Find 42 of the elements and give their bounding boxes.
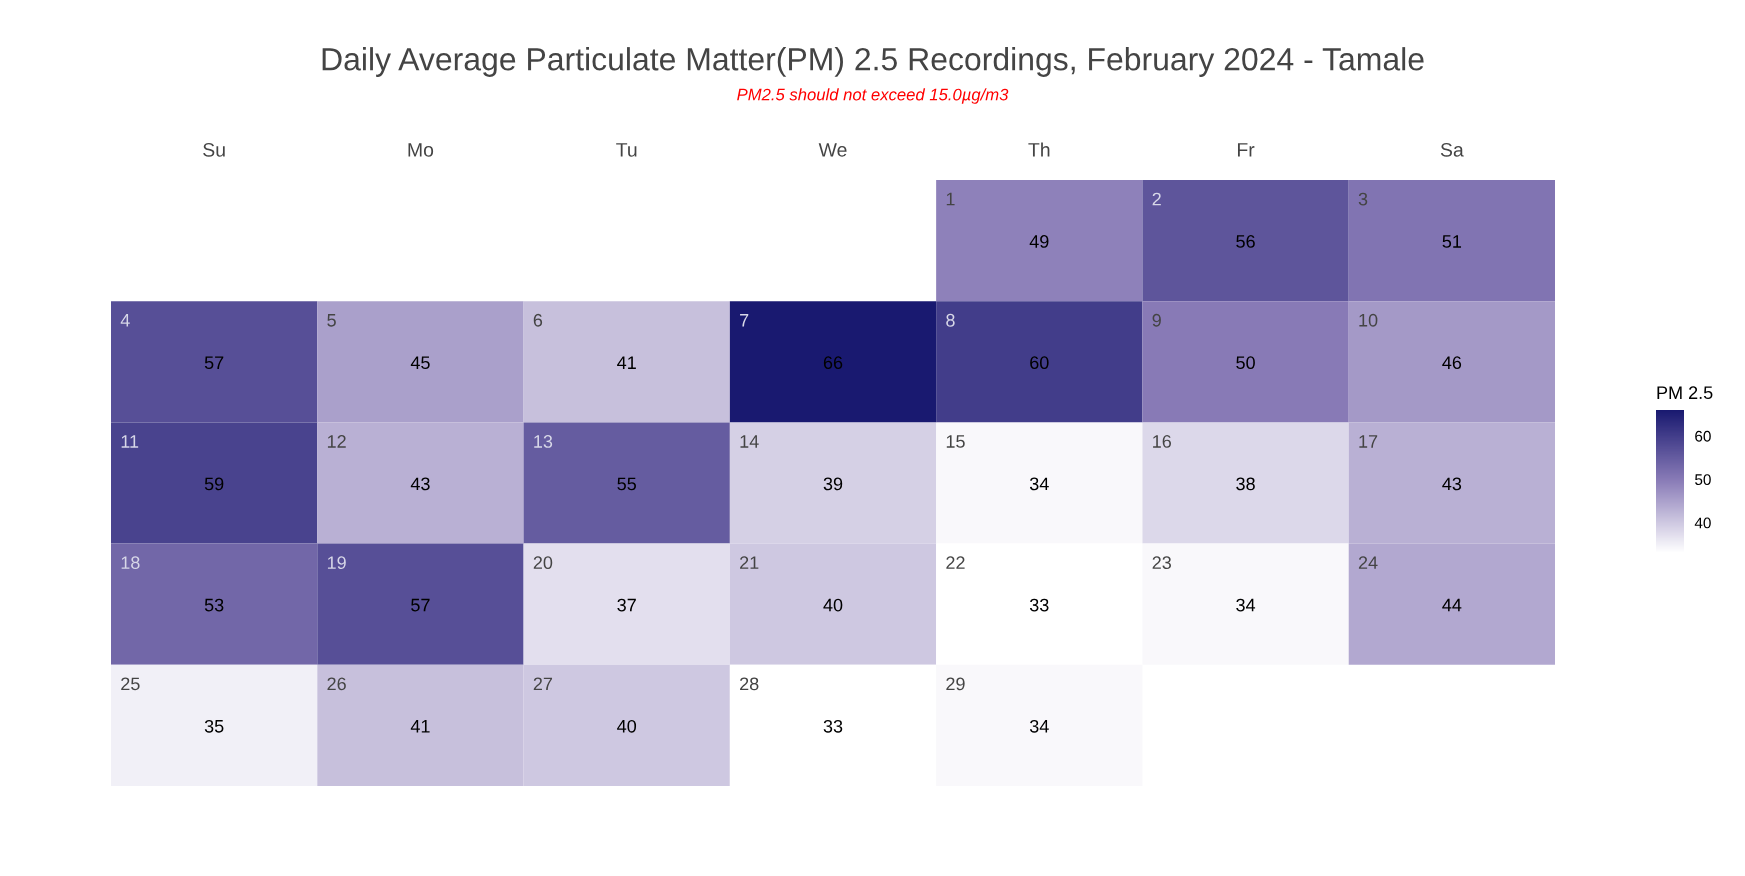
text: 12 43: [327, 435, 430, 491]
text: 27 40: [533, 677, 637, 733]
text: 14 39: [740, 435, 843, 491]
text: 15 34: [946, 435, 1049, 491]
color-bar-label: 60: [1695, 430, 1711, 442]
x-tick-label: Sa: [1440, 142, 1464, 157]
text: 3 51: [1358, 192, 1462, 248]
text: 16 38: [1153, 435, 1255, 491]
text: 1 49: [946, 192, 1049, 248]
color-bar-label: 40: [1694, 517, 1711, 529]
text: 20 37: [533, 556, 636, 612]
text: 10 46: [1359, 313, 1462, 370]
x-tick-label: Su: [203, 142, 225, 157]
text: 23 34: [1152, 556, 1256, 612]
text: 13 55: [534, 435, 636, 491]
text: 2 56: [1152, 192, 1255, 248]
x-tick-label: Tu: [616, 143, 637, 157]
text: 22 33: [946, 556, 1049, 612]
x-tick-label: Mo: [408, 143, 434, 157]
text: 19 57: [327, 556, 430, 612]
text: 28 33: [740, 677, 843, 733]
chart-title: Daily Average Particulate Matter(PM) 2.5 Recordings, February 2024 - Tamale: [322, 47, 1424, 77]
color-bar-title: PM 2.5: [1657, 386, 1713, 400]
x-tick-label: We: [818, 143, 847, 157]
text: 7 66: [740, 314, 843, 370]
text: 11 59: [121, 435, 224, 491]
text: 29 34: [946, 677, 1049, 733]
text: 18 53: [121, 556, 224, 612]
text: 25 35: [121, 677, 224, 733]
x-tick-label: Th: [1028, 142, 1050, 157]
text: 5 45: [327, 314, 430, 370]
text: 8 60: [946, 313, 1049, 370]
text: 26 41: [327, 677, 430, 733]
text: 4 57: [120, 314, 224, 370]
x-tick-label: Fr: [1237, 143, 1255, 157]
text: 6 41: [533, 313, 636, 369]
text: 17 43: [1359, 435, 1462, 491]
text: 21 40: [740, 556, 843, 612]
chart-subtitle: PM2.5 should not exceed 15.0µg/m3: [737, 88, 1009, 104]
color-bar-label: 50: [1695, 474, 1711, 486]
text: 9 50: [1152, 313, 1255, 370]
text: 24 44: [1358, 556, 1462, 612]
